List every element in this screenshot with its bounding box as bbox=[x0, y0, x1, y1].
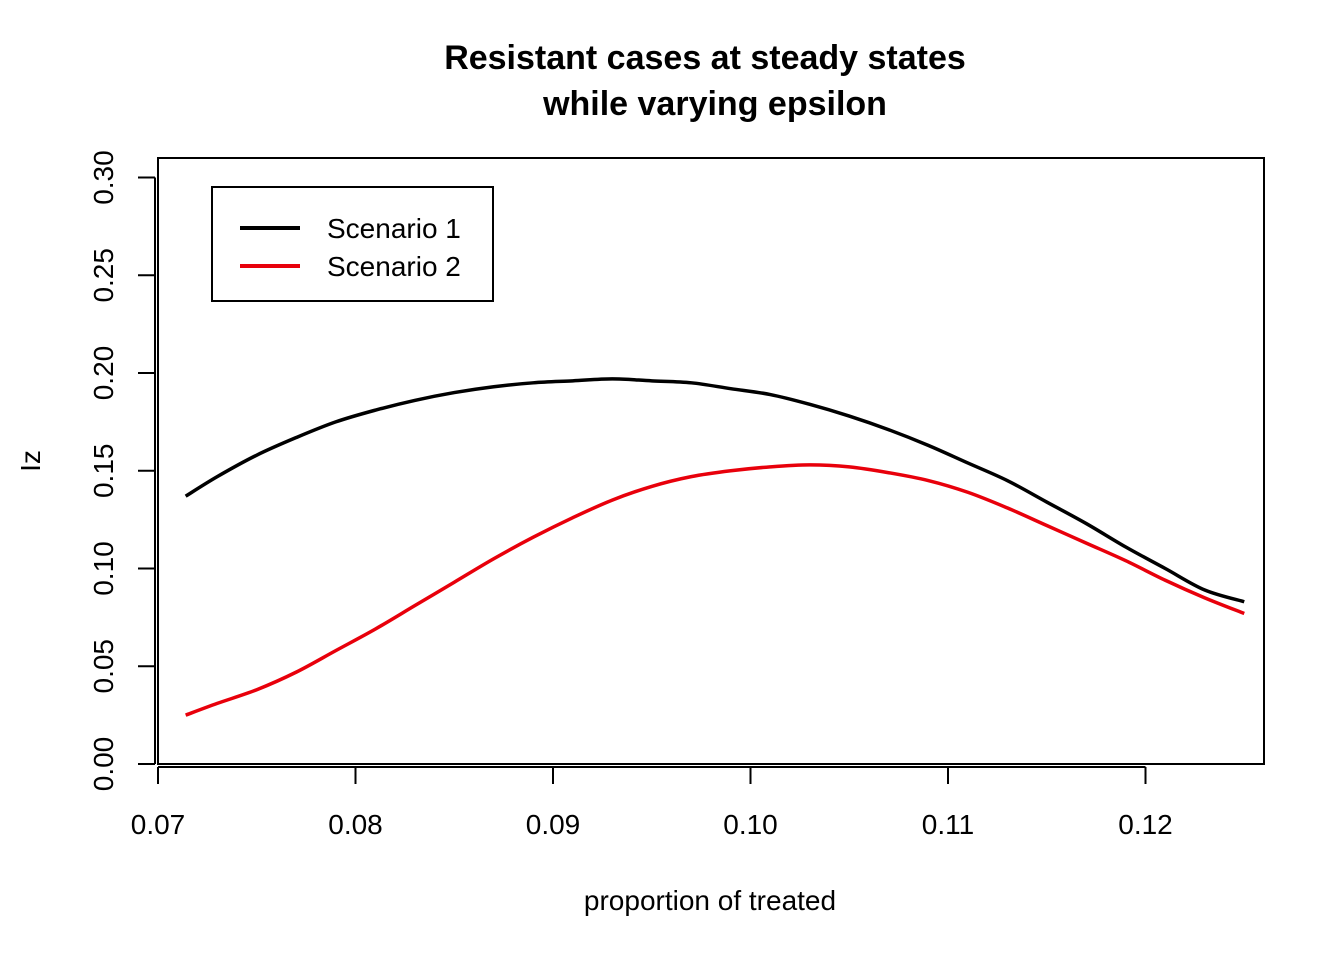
series-line-scenario-1 bbox=[184, 377, 1245, 604]
legend-label-scenario-1: Scenario 1 bbox=[327, 213, 461, 244]
x-axis: 0.07 0.08 0.09 0.10 0.11 0.12 bbox=[131, 766, 1173, 840]
y-tick-label: 0.10 bbox=[88, 541, 119, 596]
y-tick-label: 0.15 bbox=[88, 444, 119, 499]
y-tick-label: 0.00 bbox=[88, 737, 119, 792]
y-axis: 0.00 0.05 0.10 0.15 0.20 0.25 0.30 bbox=[88, 150, 156, 792]
chart-title-line1: Resistant cases at steady states bbox=[444, 39, 966, 77]
x-axis-title: proportion of treated bbox=[584, 885, 836, 916]
y-tick-label: 0.30 bbox=[88, 150, 119, 205]
y-tick-label: 0.20 bbox=[88, 346, 119, 401]
legend-label-scenario-2: Scenario 2 bbox=[327, 251, 461, 282]
legend: Scenario 1 Scenario 2 bbox=[211, 186, 494, 302]
y-tick-label: 0.05 bbox=[88, 639, 119, 694]
x-tick-label: 0.09 bbox=[526, 809, 581, 840]
y-tick-label: 0.25 bbox=[88, 248, 119, 303]
series-layer bbox=[184, 377, 1245, 717]
x-tick-label: 0.07 bbox=[131, 809, 186, 840]
x-tick-label: 0.08 bbox=[328, 809, 383, 840]
series-line-scenario-2 bbox=[185, 463, 1245, 717]
x-tick-label: 0.11 bbox=[922, 809, 974, 840]
plot-frame bbox=[157, 157, 1265, 765]
x-tick-label: 0.12 bbox=[1118, 809, 1173, 840]
y-axis-title: Iz bbox=[15, 450, 46, 472]
chart-title-line2: while varying epsilon bbox=[542, 85, 887, 123]
legend-box bbox=[211, 186, 494, 302]
x-tick-label: 0.10 bbox=[723, 809, 778, 840]
